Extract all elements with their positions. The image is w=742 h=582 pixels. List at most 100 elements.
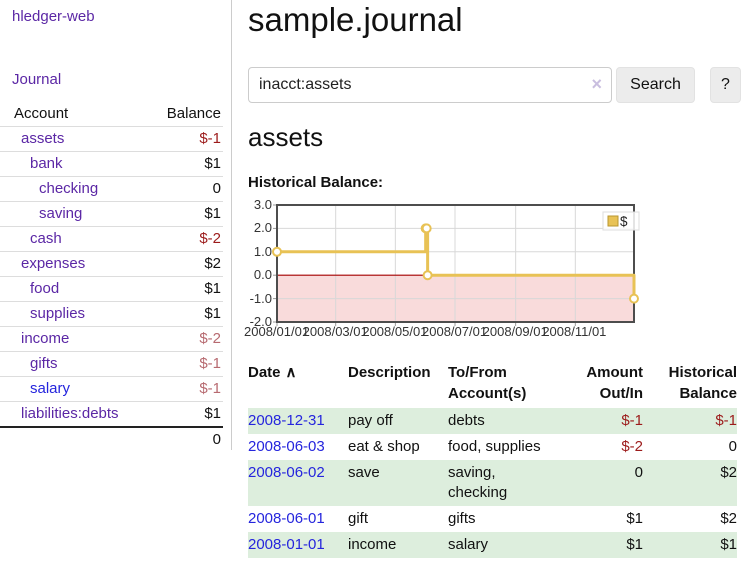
account-balance: 0 bbox=[212, 180, 221, 197]
account-row: income $-2 bbox=[0, 326, 223, 352]
transaction-accounts: saving, checking bbox=[448, 464, 508, 501]
help-button[interactable]: ? bbox=[710, 67, 741, 103]
transaction-accounts: gifts bbox=[448, 510, 476, 527]
plot-border bbox=[276, 204, 635, 323]
transaction-date-link[interactable]: 2008-06-01 bbox=[248, 510, 325, 527]
y-tick-label: 1.0 bbox=[253, 243, 272, 259]
y-tick-label: 3.0 bbox=[253, 197, 272, 212]
account-row: food $1 bbox=[0, 276, 223, 302]
account-link[interactable]: saving bbox=[39, 205, 83, 222]
sidebar: hledger-web Journal Account Balance asse… bbox=[0, 0, 232, 450]
account-balance: $1 bbox=[204, 205, 221, 222]
historical-balance-chart: $3.0 2.0 1.0 0.0 -1.0 -2.0 2008/01/01 2008/03/0… bbox=[244, 197, 650, 344]
legend-swatch bbox=[607, 215, 619, 227]
account-balance: $-1 bbox=[199, 130, 221, 147]
transaction-row: 2008-06-01 gift gifts $1 $2 bbox=[248, 506, 737, 532]
account-link[interactable]: assets bbox=[21, 130, 65, 147]
account-link[interactable]: gifts bbox=[30, 355, 58, 372]
account-row: saving $1 bbox=[0, 201, 223, 227]
account-balance: $1 bbox=[204, 280, 221, 297]
account-link[interactable]: checking bbox=[39, 180, 99, 197]
accounts-header-row: Account Balance bbox=[0, 102, 223, 127]
chart-point bbox=[272, 246, 282, 257]
clear-search-icon[interactable]: × bbox=[591, 74, 602, 94]
account-row: liabilities:debts $1 bbox=[0, 401, 223, 428]
account-row: assets $-1 bbox=[0, 126, 223, 152]
account-row: salary $-1 bbox=[0, 376, 223, 402]
account-heading: assets bbox=[248, 122, 324, 152]
transaction-balance: $1 bbox=[720, 536, 737, 553]
account-link[interactable]: expenses bbox=[21, 255, 86, 272]
transaction-row: 2008-06-03 eat & shop food, supplies $-2 0 bbox=[248, 434, 737, 460]
x-tick-label: 2008/05/01 bbox=[362, 324, 428, 339]
account-balance: $-1 bbox=[199, 355, 221, 372]
register-header-row: Date ∧ Description To/From Account(s) Amo… bbox=[248, 362, 737, 408]
x-tick-label: 2008/03/01 bbox=[302, 324, 368, 339]
account-row: gifts $-1 bbox=[0, 351, 223, 377]
account-row: supplies $1 bbox=[0, 301, 223, 327]
transaction-row: 2008-01-01 income salary $1 $1 bbox=[248, 532, 737, 558]
account-link[interactable]: supplies bbox=[30, 305, 86, 322]
page-title: sample.journal bbox=[248, 1, 463, 38]
transaction-description: income bbox=[348, 536, 397, 553]
search-button[interactable]: Search bbox=[616, 67, 695, 103]
transaction-balance: $2 bbox=[720, 510, 737, 527]
transaction-amount: $-2 bbox=[621, 438, 643, 455]
transaction-amount: 0 bbox=[634, 464, 643, 481]
search-box: × bbox=[248, 67, 612, 103]
x-tick-label: 2008/11/01 bbox=[542, 324, 607, 339]
account-row: expenses $2 bbox=[0, 251, 223, 277]
sort-asc-icon[interactable]: ∧ bbox=[285, 364, 297, 381]
transaction-description: eat & shop bbox=[348, 438, 420, 455]
accounts-table: Account Balance assets $-1 bank $1 checking 0… bbox=[0, 102, 223, 452]
account-link[interactable]: liabilities:debts bbox=[21, 405, 119, 422]
transaction-description: gift bbox=[348, 510, 369, 527]
account-link[interactable]: bank bbox=[30, 155, 63, 172]
sidebar-item-journal[interactable]: Journal bbox=[12, 71, 62, 88]
chart-point bbox=[421, 223, 432, 234]
transaction-date-link[interactable]: 2008-06-03 bbox=[248, 438, 325, 455]
register-table: Date ∧ Description To/From Account(s) Amo… bbox=[248, 362, 737, 558]
transaction-amount: $1 bbox=[626, 536, 643, 553]
account-row: cash $-2 bbox=[0, 226, 223, 252]
transaction-date-link[interactable]: 2008-12-31 bbox=[248, 412, 325, 429]
legend-label: $ bbox=[620, 214, 628, 229]
accounts-total-balance: 0 bbox=[212, 431, 221, 448]
account-link[interactable]: food bbox=[30, 280, 60, 297]
y-tick-label: 2.0 bbox=[253, 220, 272, 236]
x-tick-label: 2008/01/01 bbox=[244, 324, 310, 339]
register-header-amount: Amount Out/In bbox=[586, 364, 643, 402]
x-tick-label: 2008/07/01 bbox=[422, 324, 488, 339]
register-header-description: Description bbox=[348, 364, 431, 381]
y-tick-label: -2.0 bbox=[249, 314, 272, 329]
accounts-header-account: Account bbox=[14, 105, 69, 122]
chart-canvas: $ bbox=[272, 204, 640, 326]
transaction-description: pay off bbox=[348, 412, 393, 429]
transaction-accounts: salary bbox=[448, 536, 489, 553]
app-title-link[interactable]: hledger-web bbox=[12, 8, 95, 25]
account-link[interactable]: cash bbox=[30, 230, 62, 247]
transaction-amount: $1 bbox=[626, 510, 643, 527]
account-row: checking 0 bbox=[0, 176, 223, 202]
account-balance: $1 bbox=[204, 405, 221, 422]
main-content: sample.journal × Search ? assets Histori… bbox=[244, 0, 742, 582]
account-row: bank $1 bbox=[0, 151, 223, 177]
transaction-date-link[interactable]: 2008-01-01 bbox=[248, 536, 325, 553]
y-tick-label: 0.0 bbox=[253, 267, 272, 283]
transaction-accounts: debts bbox=[448, 412, 485, 429]
register-header-date[interactable]: Date bbox=[248, 364, 281, 381]
accounts-total-row: 0 bbox=[0, 427, 223, 452]
transaction-date-link[interactable]: 2008-06-02 bbox=[248, 464, 325, 481]
transaction-row: 2008-06-02 save saving, checking 0 $2 bbox=[248, 460, 737, 506]
chart-point bbox=[629, 293, 639, 304]
account-balance: $-2 bbox=[199, 230, 221, 247]
transaction-balance: 0 bbox=[728, 438, 737, 455]
search-input[interactable] bbox=[259, 69, 589, 101]
transaction-description: save bbox=[348, 464, 380, 481]
account-balance: $1 bbox=[204, 305, 221, 322]
account-balance: $1 bbox=[204, 155, 221, 172]
accounts-header-balance: Balance bbox=[166, 105, 221, 122]
account-link[interactable]: salary bbox=[30, 380, 71, 397]
account-link[interactable]: income bbox=[21, 330, 70, 347]
search-row: × Search ? bbox=[248, 67, 742, 103]
